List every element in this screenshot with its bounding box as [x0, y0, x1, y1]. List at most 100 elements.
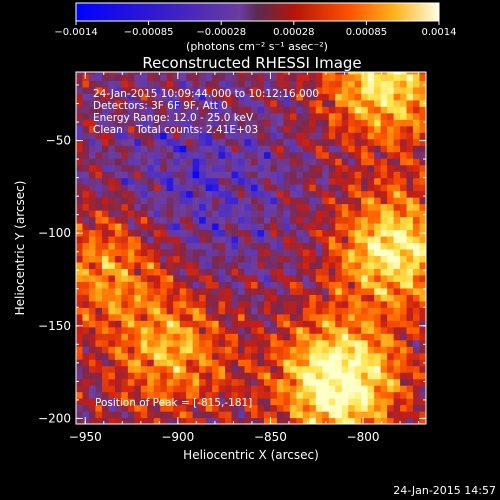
heatmap-cell [309, 313, 317, 321]
heatmap-cell [361, 99, 369, 107]
heatmap-cell [76, 132, 84, 140]
heatmap-cell [309, 242, 317, 250]
heatmap-cell [296, 346, 304, 354]
heatmap-cell [121, 287, 129, 295]
heatmap-cell [251, 242, 259, 250]
heatmap-cell [153, 326, 161, 334]
heatmap-cell [341, 164, 349, 172]
heatmap-cell [134, 203, 142, 211]
heatmap-cell [76, 268, 84, 276]
heatmap-cell [114, 294, 122, 302]
heatmap-cell [166, 372, 174, 380]
colorbar-tick-label: 0.0014 [422, 27, 457, 38]
heatmap-cell [244, 417, 252, 424]
heatmap-cell [354, 151, 362, 159]
heatmap-cell [238, 385, 246, 393]
heatmap-cell [173, 372, 181, 380]
heatmap-cell [179, 158, 187, 166]
heatmap-cell [95, 346, 103, 354]
heatmap-cell [419, 138, 426, 146]
heatmap-cell [276, 99, 285, 107]
heatmap-cell [263, 248, 272, 257]
heatmap-cell [367, 184, 375, 192]
heatmap-cell [393, 229, 401, 237]
heatmap-cell [309, 151, 317, 159]
heatmap-cell [257, 222, 265, 231]
heatmap-cell [212, 365, 220, 373]
heatmap-cell [302, 86, 310, 94]
heatmap-cell [302, 398, 310, 406]
heatmap-cell [251, 320, 259, 328]
heatmap-cell [251, 313, 259, 321]
heatmap-cell [238, 72, 246, 75]
heatmap-cell [173, 112, 181, 120]
colorbar-unit-label: (photons cm⁻² s⁻¹ asec⁻²) [186, 40, 328, 53]
heatmap-cell [231, 346, 239, 354]
heatmap-cell [76, 99, 84, 107]
heatmap-cell [173, 411, 181, 419]
heatmap-cell [263, 145, 272, 153]
heatmap-cell [367, 222, 375, 231]
heatmap-cell [88, 151, 97, 159]
heatmap-cell [335, 372, 343, 380]
heatmap-cell [212, 287, 220, 295]
heatmap-cell [166, 417, 174, 424]
heatmap-cell [380, 112, 388, 120]
heatmap-cell [160, 411, 168, 419]
heatmap-cell [380, 222, 388, 231]
heatmap-cell [289, 294, 297, 302]
heatmap-cell [231, 158, 239, 166]
heatmap-cell [419, 346, 426, 354]
heatmap-cell [225, 320, 233, 328]
heatmap-cell [328, 145, 336, 153]
heatmap-cell [166, 229, 174, 237]
heatmap-cell [82, 385, 90, 393]
heatmap-cell [147, 125, 155, 133]
heatmap-cell [82, 177, 90, 185]
heatmap-cell [367, 151, 375, 159]
heatmap-cell [270, 346, 278, 354]
heatmap-cell [400, 158, 408, 166]
heatmap-cell [82, 242, 90, 250]
heatmap-cell [367, 300, 375, 308]
heatmap-cell [348, 138, 356, 146]
heatmap-cell [361, 255, 369, 263]
heatmap-cell [114, 268, 122, 276]
colorbar-tick-label: 0.00028 [273, 27, 314, 38]
heatmap-cell [108, 313, 116, 321]
heatmap-cell [406, 281, 414, 289]
heatmap-cell [263, 398, 272, 406]
heatmap-cell [328, 235, 336, 244]
heatmap-cell [263, 222, 272, 231]
heatmap-cell [251, 307, 259, 315]
heatmap-cell [76, 112, 84, 120]
heatmap-cell [380, 404, 388, 412]
heatmap-cell [361, 158, 369, 166]
heatmap-cell [257, 132, 265, 140]
heatmap-cell [147, 171, 155, 179]
heatmap-cell [238, 210, 246, 218]
heatmap-cell [309, 255, 317, 263]
heatmap-cell [283, 112, 291, 120]
heatmap-cell [251, 404, 259, 412]
heatmap-cell [95, 86, 103, 94]
heatmap-cell [335, 281, 343, 289]
heatmap-cell [76, 320, 84, 328]
heatmap-cell [322, 235, 330, 244]
heatmap-cell [82, 391, 90, 399]
heatmap-cell [76, 398, 84, 406]
heatmap-cell [289, 99, 297, 107]
heatmap-cell [374, 391, 382, 399]
heatmap-cell [413, 119, 421, 127]
heatmap-cell [166, 300, 174, 308]
heatmap-cell [276, 80, 285, 88]
heatmap-cell [101, 411, 110, 419]
heatmap-cell [335, 333, 343, 341]
heatmap-cell [296, 281, 304, 289]
heatmap-cell [101, 391, 110, 399]
heatmap-cell [88, 333, 97, 341]
heatmap-cell [413, 203, 421, 211]
heatmap-cell [244, 229, 252, 237]
heatmap-cell [76, 138, 84, 146]
heatmap-cell [205, 138, 213, 146]
